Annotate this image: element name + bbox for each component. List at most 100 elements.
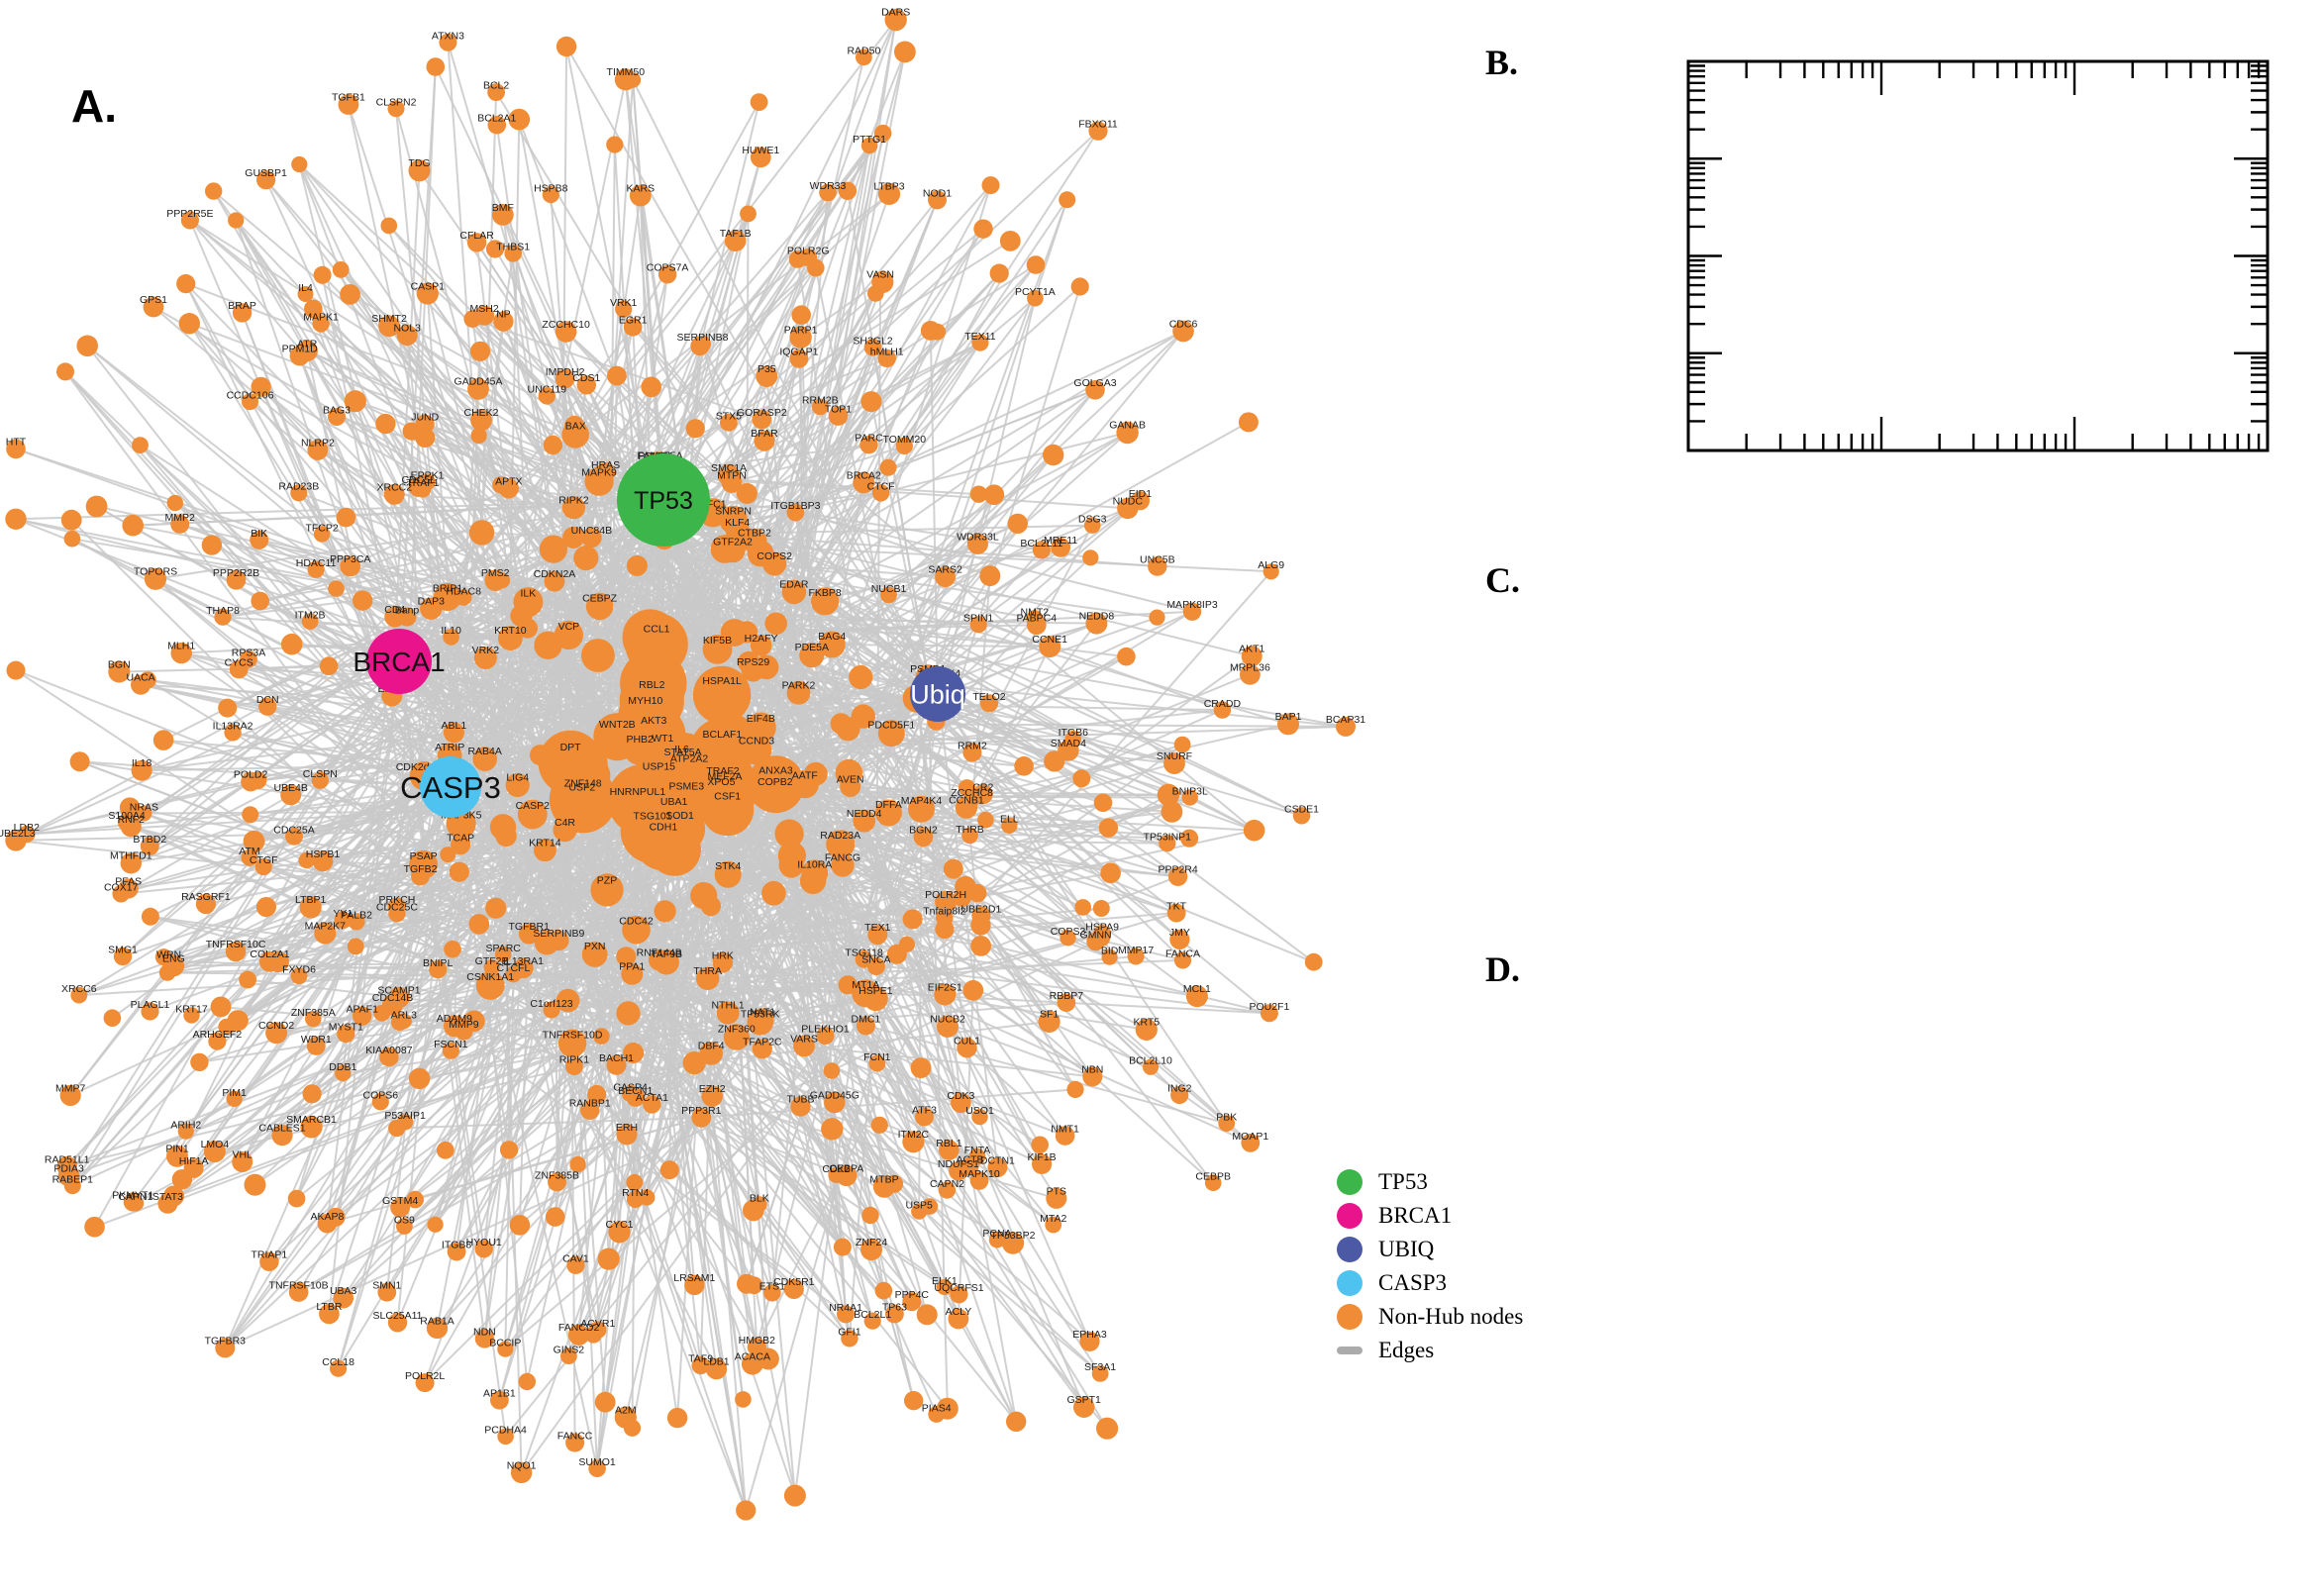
svg-text:PIAS4: PIAS4 [922,1402,952,1414]
svg-text:hMLH1: hMLH1 [870,347,904,358]
svg-text:JMY: JMY [1169,927,1190,939]
svg-text:TRAF1: TRAF1 [406,477,439,489]
svg-text:RAB1A: RAB1A [420,1315,454,1327]
svg-text:C4R: C4R [555,817,575,829]
svg-text:SARS2: SARS2 [928,564,962,576]
svg-text:PBK: PBK [1216,1112,1237,1124]
svg-text:GANAB: GANAB [1109,420,1146,432]
svg-text:GUSBP1: GUSBP1 [245,167,287,179]
svg-text:CASP1: CASP1 [411,280,446,292]
svg-text:DCN: DCN [256,694,279,706]
svg-text:ALG9: ALG9 [1258,559,1284,571]
svg-text:TIMM50: TIMM50 [607,66,646,78]
svg-text:HNRNPUL1: HNRNPUL1 [610,786,666,798]
svg-text:PDCD5F1: PDCD5F1 [867,720,915,732]
svg-text:CHEK2: CHEK2 [463,407,498,419]
svg-text:ARL3: ARL3 [391,1009,417,1021]
svg-text:COPS7A: COPS7A [647,262,689,274]
svg-text:KIF5B: KIF5B [703,635,732,647]
svg-text:CCND2: CCND2 [258,1020,294,1032]
svg-text:NDN: NDN [473,1326,496,1338]
svg-text:KIF1B: KIF1B [1028,1151,1057,1163]
svg-text:MAPK8IP3: MAPK8IP3 [1166,599,1218,611]
svg-text:GOLGA3: GOLGA3 [1073,377,1116,389]
svg-text:CRADD: CRADD [1204,698,1242,710]
svg-text:SPIN1: SPIN1 [963,613,994,625]
svg-text:GORASP2: GORASP2 [737,407,787,419]
svg-text:ITGB8: ITGB8 [442,1240,472,1251]
svg-text:SMAD4: SMAD4 [1051,738,1086,749]
svg-text:BECN1: BECN1 [618,1085,653,1097]
svg-text:PCDHA4: PCDHA4 [484,1425,527,1437]
svg-text:TAF9: TAF9 [688,1353,713,1365]
svg-text:PPP2R4: PPP2R4 [1158,864,1197,876]
hub-tp53 [617,453,710,547]
hub-nodes: TP53 BRCA1 Ubiq CASP3 [353,453,965,818]
legend-item-edges: Edges [1327,1337,1624,1363]
svg-text:XRCC6: XRCC6 [61,983,97,995]
svg-text:TNFRSF10C: TNFRSF10C [206,939,266,950]
svg-text:HTT: HTT [6,437,27,449]
svg-text:RPS3A: RPS3A [232,648,265,659]
svg-text:GSTM4: GSTM4 [382,1195,418,1207]
svg-text:EPHA3: EPHA3 [1072,1329,1107,1341]
svg-text:MAP2K7: MAP2K7 [305,920,347,932]
svg-text:MTHFD1: MTHFD1 [110,850,152,862]
svg-text:RANBP1: RANBP1 [569,1098,611,1110]
svg-text:STAT3: STAT3 [152,1191,183,1203]
svg-text:PSME3: PSME3 [668,780,704,792]
svg-text:SH3GL2: SH3GL2 [853,335,892,347]
svg-text:NRAS: NRAS [130,802,158,814]
svg-text:IL6: IL6 [674,744,689,755]
svg-text:TGFB2: TGFB2 [404,863,438,875]
svg-text:RIPK2: RIPK2 [558,494,589,506]
hub-label-tp53: TP53 [634,487,693,515]
svg-text:PXN: PXN [584,941,606,952]
legend-item-non-hub-nodes: Non-Hub nodes [1327,1303,1624,1330]
svg-text:GPS1: GPS1 [140,294,167,306]
node-labels: TP53RKKIAA0087THAP8CDC14BDSG3NTHL1VRK1CE… [0,7,1365,1472]
svg-text:FNTA: FNTA [964,1145,991,1156]
svg-text:DAP3: DAP3 [418,596,446,608]
svg-text:VASN: VASN [866,269,894,281]
svg-text:GSPT1: GSPT1 [1066,1394,1101,1406]
svg-text:HSPA9: HSPA9 [1085,922,1119,934]
svg-text:A2M: A2M [615,1404,637,1416]
svg-text:ZNF24: ZNF24 [856,1237,887,1248]
svg-text:CDC42: CDC42 [619,916,654,928]
svg-text:WDR1: WDR1 [301,1034,332,1046]
svg-text:MMP17: MMP17 [1118,945,1154,956]
degree-distribution-plots [1686,59,2270,452]
legend-item-tp53: TP53 [1327,1168,1624,1195]
svg-text:POLR2G: POLR2G [787,246,830,257]
svg-text:KRT10: KRT10 [494,625,527,637]
svg-text:NOL3: NOL3 [393,323,421,335]
svg-text:FSCN1: FSCN1 [434,1039,468,1050]
svg-text:TOPORS: TOPORS [134,566,177,578]
svg-text:HRAS: HRAS [591,459,620,471]
svg-text:BMF: BMF [492,202,514,214]
node-swatch-icon [1337,1236,1363,1262]
svg-text:NEDD8: NEDD8 [1079,611,1115,623]
svg-text:GADD45A: GADD45A [454,376,502,388]
svg-text:CTBP2: CTBP2 [738,528,771,540]
svg-text:HSPE1: HSPE1 [858,985,893,997]
svg-text:RABEP1: RABEP1 [52,1173,94,1185]
svg-text:HSPA1L: HSPA1L [702,675,742,687]
svg-text:RBL1: RBL1 [936,1138,961,1149]
svg-text:TGFB1: TGFB1 [332,92,365,104]
svg-text:RAD23B: RAD23B [278,481,319,493]
svg-text:CDK3: CDK3 [947,1090,974,1102]
svg-text:ZCCHC10: ZCCHC10 [542,319,590,331]
svg-text:RAD23A: RAD23A [820,830,860,842]
svg-text:CAPN2: CAPN2 [930,1178,964,1190]
svg-text:PLAGL1: PLAGL1 [131,999,170,1011]
svg-text:ITM2B: ITM2B [295,609,326,621]
svg-text:LTBP3: LTBP3 [873,181,904,193]
svg-text:PPA1: PPA1 [619,961,645,973]
axis-ticks [1686,59,2270,452]
svg-text:KRT17: KRT17 [175,1003,208,1015]
legend-label: BRCA1 [1378,1202,1453,1228]
svg-text:UQCRFS1: UQCRFS1 [934,1282,983,1294]
